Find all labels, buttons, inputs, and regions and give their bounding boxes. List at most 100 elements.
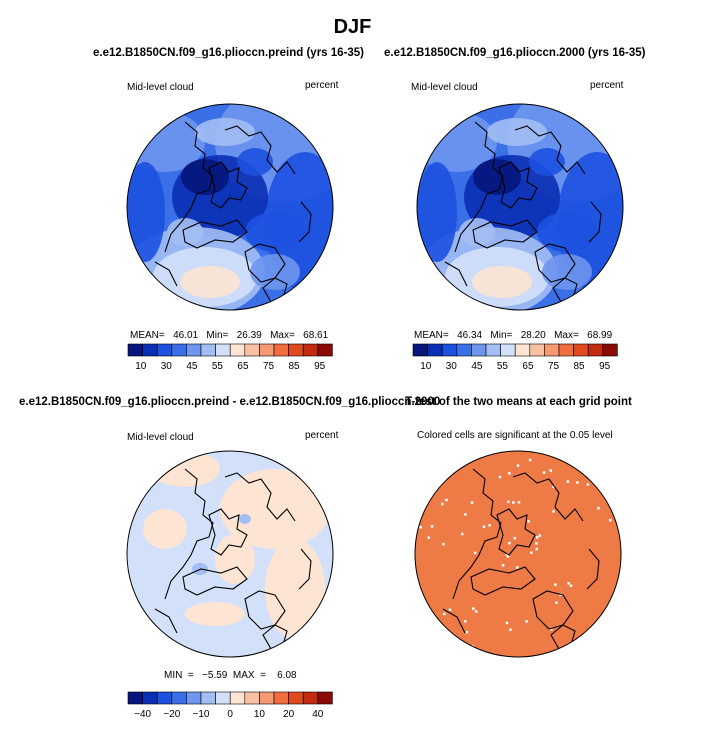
panel-4-map-coastline: [452, 468, 502, 600]
panel-4-map-coastline: [586, 548, 600, 590]
panel-3-colorbar-tick-label: 20: [283, 709, 295, 720]
panel-4-map-insignificant-cell: [427, 536, 431, 539]
panel-4-map-coastline: [442, 608, 466, 634]
panel-2-colorbar-swatch: [587, 343, 604, 357]
panel-3-map-coastline: [262, 624, 288, 650]
panel-4-map: [414, 450, 622, 658]
panel-4-map-coastline: [496, 508, 536, 556]
panel-3-map-contour-region: [185, 602, 245, 626]
panel-4-map-insignificant-cell: [435, 652, 439, 655]
panel-3-colorbar-swatch: [215, 691, 231, 705]
panel-2-map-coastline: [514, 125, 586, 175]
panel-4-map-insignificant-cell: [535, 542, 538, 545]
panel-4-map-insignificant-cell: [555, 601, 558, 604]
panel-4-map-insignificant-cell: [465, 630, 469, 634]
panel-3-colorbar-swatch: [317, 691, 333, 705]
panel-2-map-coastline: [552, 277, 578, 303]
panel-3-map-coastline: [208, 508, 248, 556]
panel-1-colorbar-swatch: [244, 343, 260, 357]
panel-4-map-insignificant-cell: [527, 520, 530, 523]
panel-1-colorbar-swatch: [186, 343, 202, 357]
panel-3-map-coastline: [164, 468, 214, 600]
panel-2-colorbar-tick-label: 45: [471, 361, 483, 372]
panel-2-map-contour-region: [537, 212, 597, 252]
panel-4-map-insignificant-cell: [566, 480, 570, 483]
panel-4-map-insignificant-cell: [554, 583, 557, 586]
panel-1-colorbar-tick-label: 65: [237, 361, 249, 372]
panel-4-map-insignificant-cell: [448, 608, 452, 612]
panel-4-map-insignificant-cell: [530, 551, 533, 554]
panel-4-map-insignificant-cell: [528, 458, 532, 462]
panel-2-colorbar-tick-label: 75: [548, 361, 560, 372]
panel-3-map-coastline: [298, 548, 312, 590]
panel-3-colorbar-tick-label: 0: [227, 709, 233, 720]
panel-4-map-insignificant-cell: [443, 612, 446, 616]
panel-1-colorbar-swatch: [156, 343, 173, 357]
panel-2-colorbar-swatch: [500, 343, 516, 357]
panel-4-map-insignificant-cell: [445, 498, 448, 502]
panel-2-colorbar-tick-label: 95: [599, 361, 611, 372]
panel-1-colorbar-swatch: [127, 343, 143, 357]
panel-4-map-insignificant-cell: [542, 471, 546, 474]
panel-1-colorbar-tick-label: 10: [135, 361, 147, 372]
panel-4-map-significant-cells: [415, 451, 621, 657]
panel-4-map-insignificant-cell: [603, 626, 606, 629]
panel-4-map-insignificant-cell: [450, 454, 454, 457]
panel-2-colorbar-swatch: [544, 343, 560, 357]
panel-4-map-insignificant-cell: [452, 651, 455, 654]
panel-3-units-label: percent: [305, 430, 339, 441]
panel-1-map-coastline: [208, 161, 248, 209]
panel-4-map-insignificant-cell: [470, 501, 474, 504]
panel-2-map-coastline: [498, 161, 538, 209]
panel-3-colorbar-tick-label: −20: [163, 709, 180, 720]
panel-4-map-insignificant-cell: [463, 620, 467, 623]
panel-4-map-insignificant-cell: [525, 620, 528, 623]
panel-4-map-insignificant-cell: [586, 483, 590, 486]
panel-4-map-insignificant-cell: [474, 610, 478, 613]
panel-2-colorbar-tick-label: 85: [574, 361, 586, 372]
panel-1-colorbar-tick-label: 55: [212, 361, 224, 372]
panel-4-map-coastline: [512, 472, 584, 522]
panel-3-colorbar: −40 −20 −10 0 10 20 40: [127, 691, 333, 720]
panel-1-colorbar-swatch: [200, 343, 216, 357]
panel-4-title: T-test of the two means at each grid poi…: [405, 396, 632, 408]
panel-4-map-insignificant-cell: [505, 621, 509, 625]
panel-1-colorbar-tick-label: 95: [314, 361, 326, 372]
panel-1-title: e.e12.B1850CN.f09_g16.plioccn.preind (yr…: [93, 47, 365, 59]
panel-4-map-insignificant-cell: [538, 534, 542, 537]
panel-1-colorbar-swatch: [142, 343, 158, 357]
panel-1-stats: MEAN= 46.01 Min= 26.39 Max= 68.61: [130, 330, 329, 341]
panel-4-map-coastline: [550, 624, 576, 650]
panel-4-map-insignificant-cell: [434, 458, 437, 461]
panel-1-map-coastline: [244, 243, 286, 283]
panel-4-map-insignificant-cell: [419, 525, 422, 529]
panel-1-colorbar-swatch: [302, 343, 319, 357]
panel-3-colorbar-swatch: [186, 691, 202, 705]
panel-4-map-insignificant-cell: [419, 605, 423, 608]
panel-3-colorbar-swatch: [259, 691, 275, 705]
panel-4-map-insignificant-cell: [501, 564, 505, 567]
panel-4-map-insignificant-cell: [535, 536, 539, 539]
panel-2-stats: MEAN= 46.34 Min= 28.20 Max= 68.99: [414, 330, 613, 341]
panel-1-map-coastline: [224, 125, 296, 175]
panel-1-map-contour-region: [237, 148, 273, 176]
panel-1-colorbar-tick-label: 85: [289, 361, 301, 372]
panel-1-map-contour-region: [180, 266, 240, 298]
panel-4-map-insignificant-cell: [552, 485, 555, 489]
panel-4-map-insignificant-cell: [453, 464, 456, 467]
panel-4-map-insignificant-cell: [576, 481, 579, 484]
panel-3-map-coastline: [154, 608, 178, 634]
panel-4-map-insignificant-cell: [461, 532, 464, 536]
panel-3-title: e.e12.B1850CN.f09_g16.plioccn.preind - e…: [19, 396, 441, 408]
panel-2-variable-label: Mid-level cloud: [411, 82, 478, 93]
panel-2-colorbar-tick-label: 10: [420, 361, 432, 372]
panel-3-colorbar-tick-label: −10: [193, 709, 210, 720]
panel-4-map-insignificant-cell: [609, 491, 612, 495]
panel-3-map-contour-region: [143, 509, 187, 549]
panel-2-map-coastline: [588, 201, 602, 243]
panel-4-map-insignificant-cell: [517, 501, 521, 504]
panel-4-map-insignificant-cell: [472, 607, 475, 610]
panel-4-map-insignificant-cell: [507, 500, 510, 504]
panel-2-map-contour-region: [473, 159, 521, 195]
panel-3-colorbar-swatch: [229, 691, 246, 705]
